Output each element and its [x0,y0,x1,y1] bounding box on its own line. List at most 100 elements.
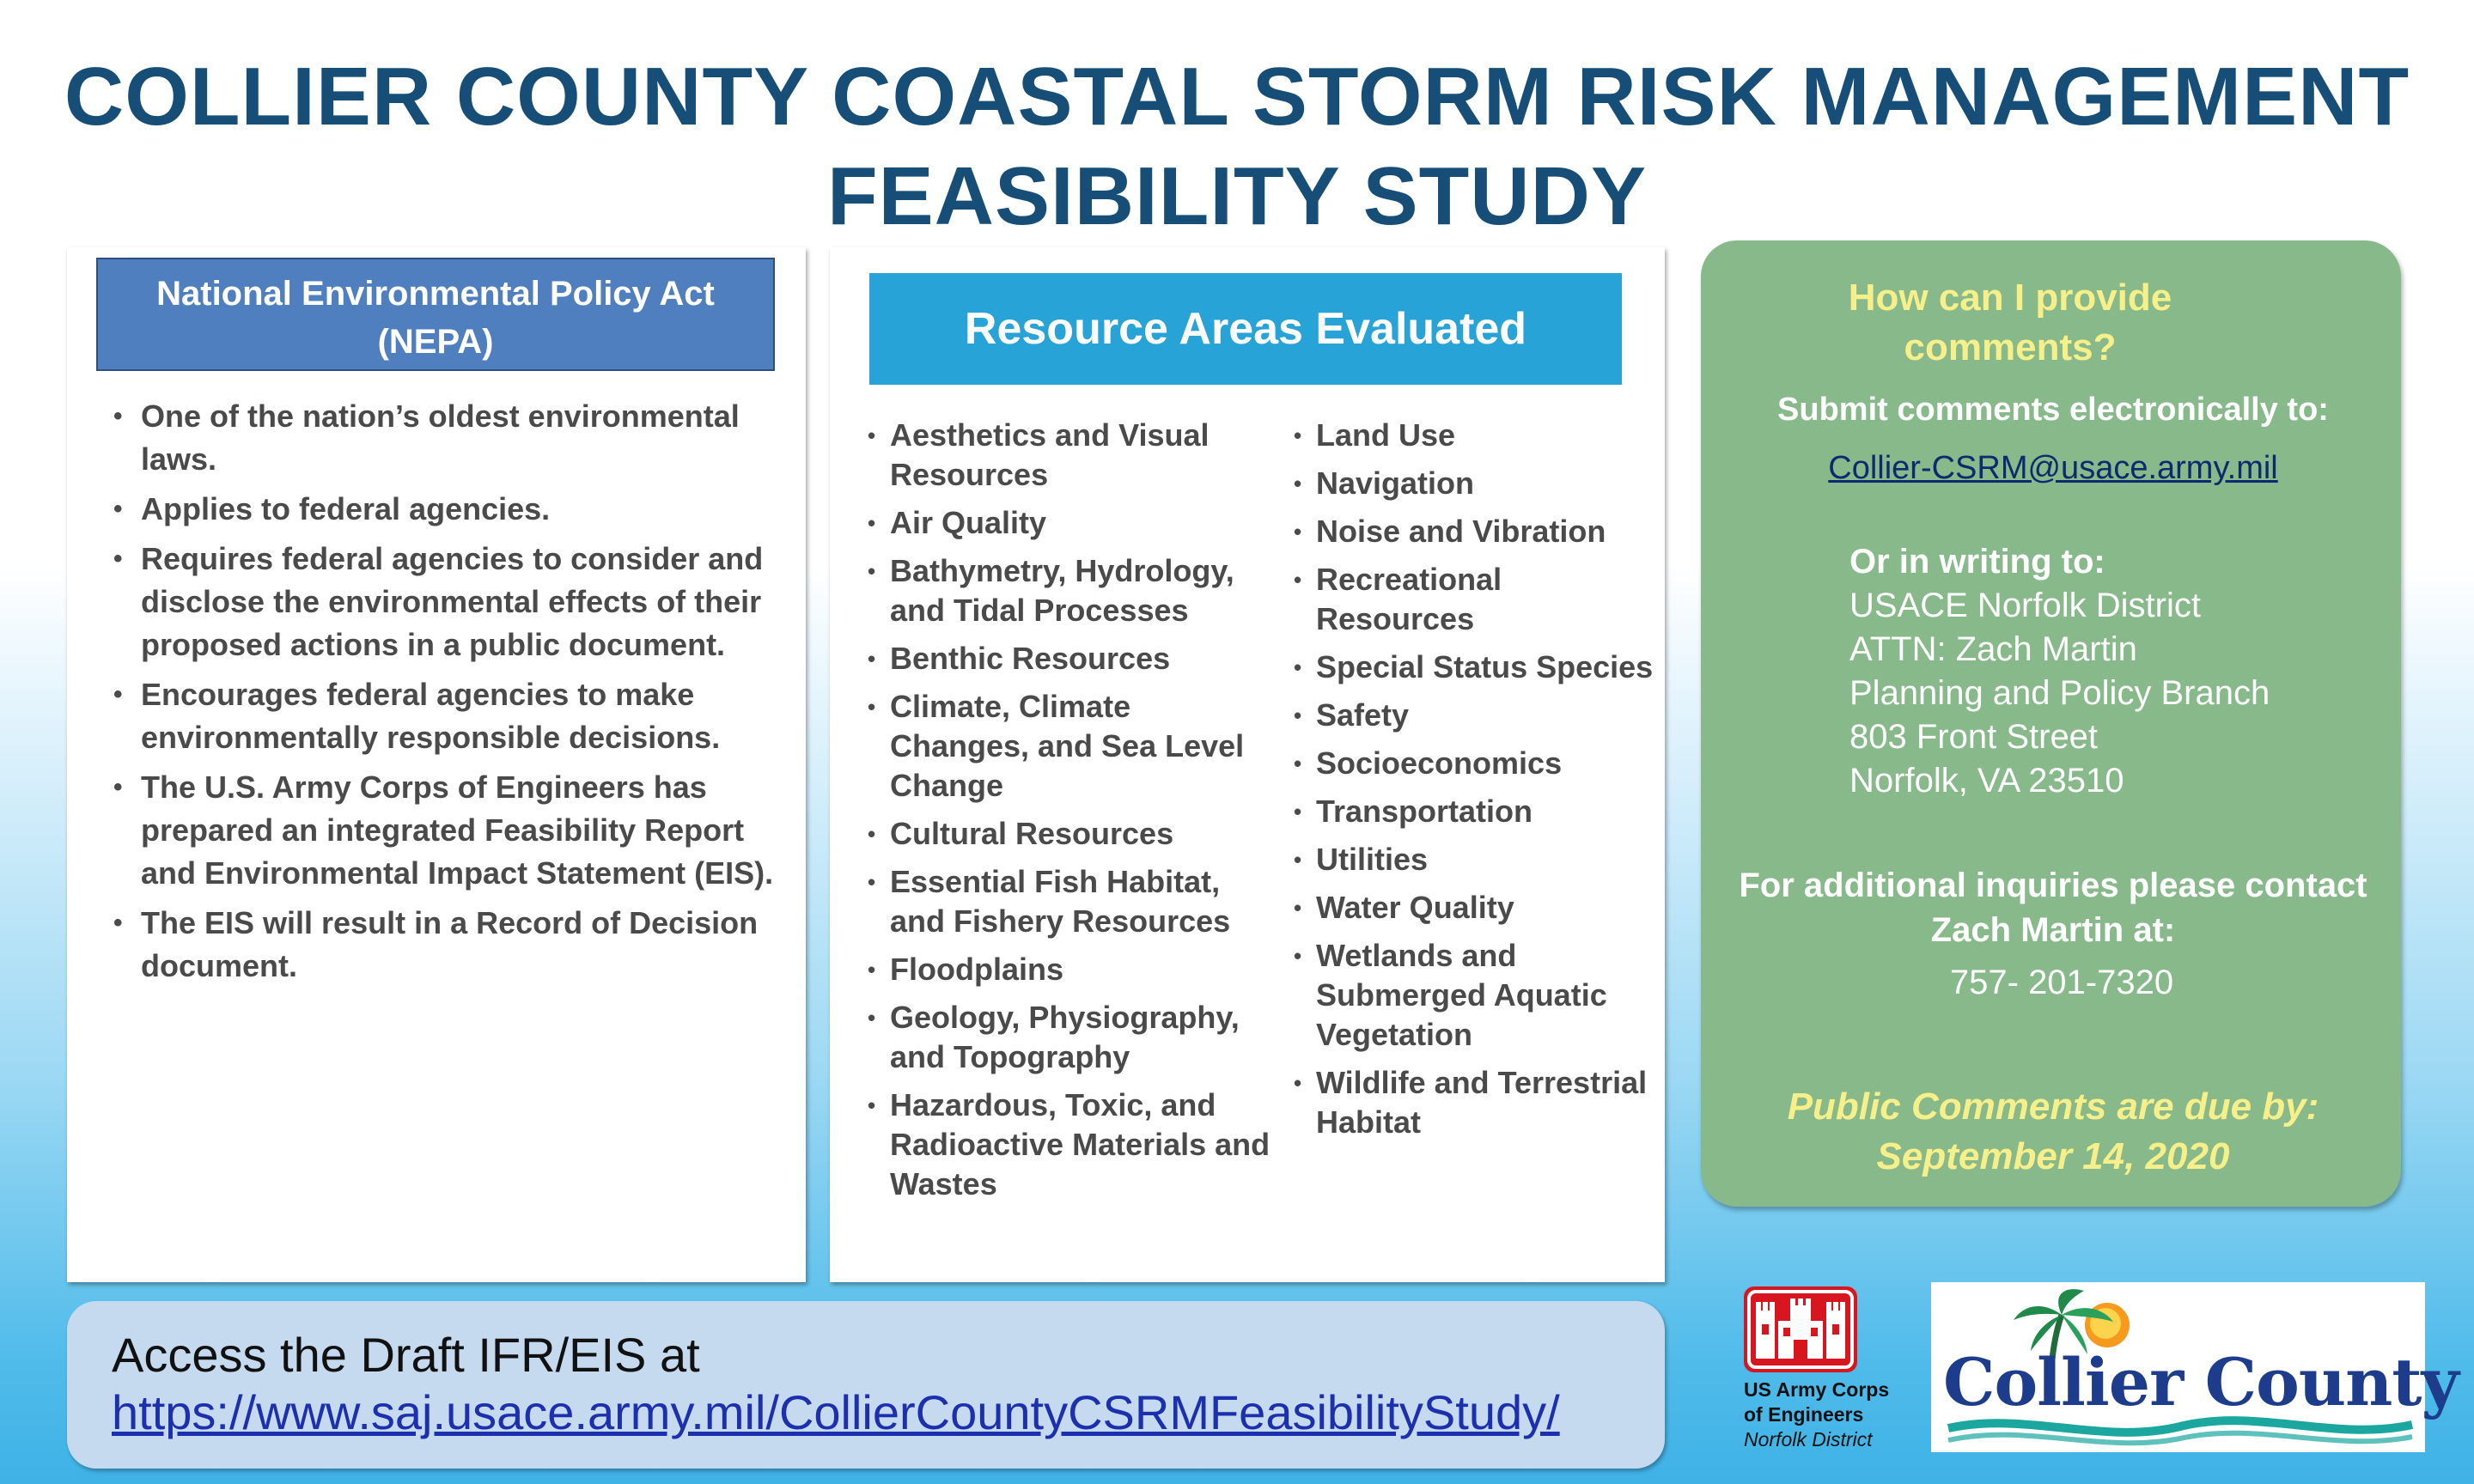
resource-item: • Benthic Resources [868,639,1271,678]
access-url-link[interactable]: https://www.saj.usace.army.mil/CollierCo… [112,1385,1560,1439]
resource-item-text: Geology, Physiography, and Topography [890,1000,1240,1074]
nepa-bullet: • Requires federal agencies to consider a… [113,538,783,666]
submit-label: Submit comments electronically to: [1777,392,2329,428]
resource-item: • Recreational Resources [1294,560,1654,639]
nepa-header-line-1: National Environmental Policy Act [156,275,715,313]
nepa-bullet: • The U.S. Army Corps of Engineers has pr… [113,766,783,895]
resource-item: • Transportation [1294,792,1654,831]
usace-line-2: of Engineers [1744,1403,1864,1426]
resource-item: • Hazardous, Toxic, and Radioactive Mater… [868,1086,1271,1204]
bullet-icon: • [868,423,876,448]
bullet-icon: • [113,544,123,573]
bullet-icon: • [1294,471,1302,496]
mailing-address: USACE Norfolk District ATTN: Zach Martin… [1849,584,2270,803]
phone-number: 757- 201-7320 [1949,964,2174,1001]
resource-item: • Climate, Climate Changes, and Sea Level… [868,687,1271,806]
bullet-icon: • [1294,654,1302,680]
nepa-bullet-text: The EIS will result in a Record of Decis… [141,905,759,983]
address-line: 803 Front Street [1849,718,2099,756]
bullet-icon: • [113,402,123,430]
due-line-2: September 14, 2020 [1876,1135,2230,1177]
resource-item-text: Benthic Resources [890,641,1171,676]
resource-item-text: Climate, Climate Changes, and Sea Level … [890,689,1245,803]
nepa-header: National Environmental Policy Act (NEPA) [96,258,775,371]
title-line-2: FEASIBILITY STUDY [827,150,1647,242]
resource-item-text: Noise and Vibration [1316,514,1606,549]
nepa-panel [67,247,806,1282]
resource-item: • Navigation [1294,464,1654,503]
due-date-notice: Public Comments are due by: September 14… [1727,1082,2380,1182]
resource-item-text: Hazardous, Toxic, and Radioactive Materi… [890,1087,1271,1201]
nepa-bullet-text: Requires federal agencies to consider an… [141,541,764,662]
bullet-icon: • [1294,519,1302,544]
resource-item: • Utilities [1294,840,1654,879]
due-line-1: Public Comments are due by: [1787,1086,2319,1128]
resource-item: • Water Quality [1294,888,1654,928]
bullet-icon: • [1294,751,1302,776]
nepa-bullet: • Applies to federal agencies. [113,488,783,531]
resources-panel [830,247,1665,1282]
nepa-bullet-text: Encourages federal agencies to make envi… [141,677,721,755]
email-link[interactable]: Collier-CSRM@usace.army.mil [1828,450,2278,486]
resource-item: • Safety [1294,696,1654,735]
resource-item: • Geology, Physiography, and Topography [868,998,1271,1077]
bullet-icon: • [1294,1070,1302,1096]
nepa-bullet-list: • One of the nation’s oldest environmenta… [113,395,783,994]
resource-item: • Land Use [1294,416,1654,455]
nepa-bullet: • The EIS will result in a Record of Deci… [113,902,783,988]
resource-item-text: Floodplains [890,952,1063,987]
bullet-icon: • [113,773,123,801]
bullet-icon: • [1294,799,1302,824]
bullet-icon: • [868,1092,876,1118]
resource-item-text: Navigation [1316,465,1475,501]
writing-label: Or in writing to: [1849,543,2105,581]
resource-item: • Cultural Resources [868,814,1271,854]
resource-item: • Air Quality [868,503,1271,543]
resource-item-text: Recreational Resources [1316,562,1502,636]
resource-item-text: Essential Fish Habitat, and Fishery Reso… [890,864,1231,939]
address-line: ATTN: Zach Martin [1849,630,2137,668]
bullet-icon: • [1294,567,1302,593]
bullet-icon: • [868,558,876,584]
usace-line-3: Norfolk District [1744,1428,1873,1451]
bullet-icon: • [868,957,876,982]
resource-item: • Wetlands and Submerged Aquatic Vegetati… [1294,936,1654,1055]
address-line: Planning and Policy Branch [1849,674,2270,712]
comments-panel [1701,240,2401,1207]
resource-item: • Floodplains [868,950,1271,989]
bullet-icon: • [868,821,876,847]
resource-item-text: Socioeconomics [1316,745,1563,781]
palm-sun-icon [1947,1289,2414,1446]
resource-item-text: Safety [1316,697,1410,733]
bullet-icon: • [1294,847,1302,873]
nepa-header-line-2: (NEPA) [377,323,494,361]
comments-question: How can I provide comments? [1848,277,2172,368]
address-line: USACE Norfolk District [1849,587,2201,624]
resource-item: • Noise and Vibration [1294,512,1654,551]
bullet-icon: • [868,646,876,672]
collier-county-logo [1931,1282,2425,1452]
inquiry-text: For additional inquiries please contact … [1739,867,2367,949]
bullet-icon: • [868,694,876,720]
usace-line-1: US Army Corps [1744,1378,1890,1401]
bullet-icon: • [113,495,123,523]
bullet-icon: • [1294,943,1302,969]
resource-item-text: Utilities [1316,842,1429,877]
nepa-bullet-text: The U.S. Army Corps of Engineers has pre… [141,769,774,891]
resources-column-b: • Land Use • Navigation • Noise and Vibrati… [1294,416,1654,1151]
bullet-icon: • [868,1005,876,1031]
access-box [67,1301,1665,1469]
resource-item: • Wildlife and Terrestrial Habitat [1294,1063,1654,1142]
resource-item: • Essential Fish Habitat, and Fishery Res… [868,862,1271,941]
resource-item-text: Cultural Resources [890,816,1174,851]
resource-item-text: Wetlands and Submerged Aquatic Vegetatio… [1316,938,1607,1052]
resource-item-text: Air Quality [890,505,1047,540]
resource-item-text: Special Status Species [1316,649,1654,684]
bullet-icon: • [1294,702,1302,728]
page-title: COLLIER COUNTY COASTAL STORM RISK MANAGE… [52,47,2422,246]
bullet-icon: • [113,909,123,937]
resource-item-text: Bathymetry, Hydrology, and Tidal Process… [890,553,1234,628]
bullet-icon: • [113,680,123,709]
resource-item-text: Transportation [1316,794,1533,829]
nepa-bullet: • Encourages federal agencies to make env… [113,673,783,759]
